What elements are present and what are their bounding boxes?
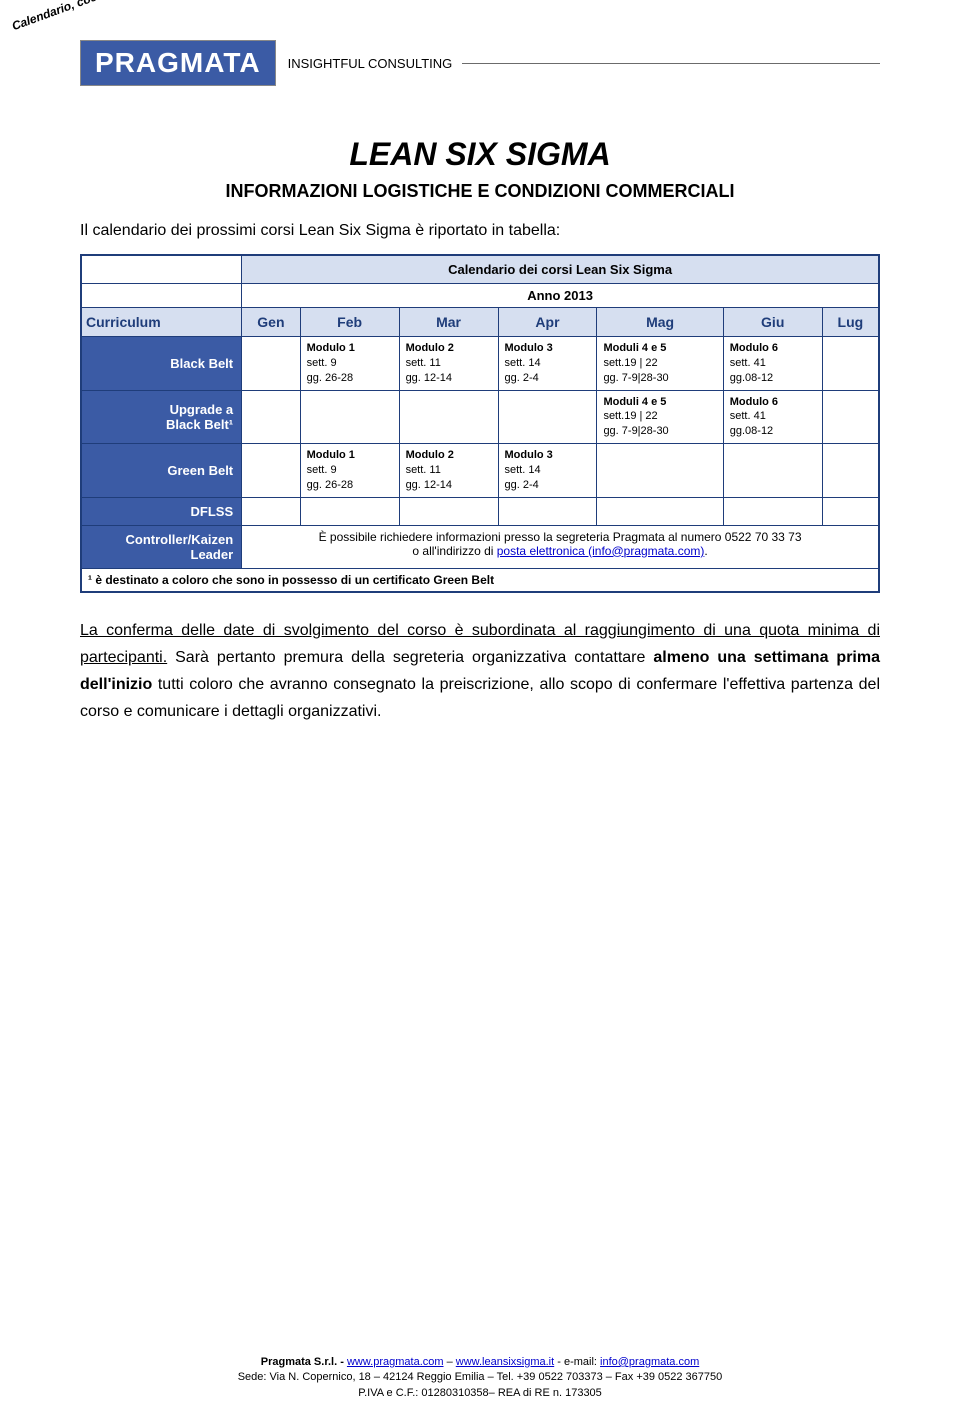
- table-cell: [822, 390, 879, 444]
- table-cell: [399, 497, 498, 525]
- table-cell: Modulo 3sett. 14gg. 2-4: [498, 444, 597, 498]
- curriculum-header: Curriculum: [81, 308, 242, 337]
- table-title-row: Calendario dei corsi Lean Six Sigma: [81, 255, 879, 284]
- table-cell: [597, 497, 723, 525]
- body-paragraph: La conferma delle date di svolgimento de…: [80, 617, 880, 726]
- footer-address: Sede: Via N. Copernico, 18 – 42124 Reggi…: [238, 1371, 723, 1383]
- row-label: DFLSS: [81, 497, 242, 525]
- table-row: Green BeltModulo 1sett. 9gg. 26-28Modulo…: [81, 444, 879, 498]
- table-cell: [300, 390, 399, 444]
- table-year-row: Anno 2013: [81, 284, 879, 308]
- corner-label: Calendario, costi: [10, 0, 106, 33]
- table-cell: Modulo 1sett. 9gg. 26-28: [300, 444, 399, 498]
- footer-text: - e-mail:: [554, 1356, 600, 1368]
- table-note-row: Controller/KaizenLeader È possibile rich…: [81, 525, 879, 568]
- table-footnote: ¹ è destinato a coloro che sono in posse…: [81, 568, 879, 592]
- table-cell: [242, 444, 300, 498]
- table-cell: [498, 390, 597, 444]
- table-cell: [242, 497, 300, 525]
- page-header: PRAGMATA INSIGHTFUL CONSULTING: [80, 40, 880, 86]
- month-header: Giu: [723, 308, 822, 337]
- month-header: Gen: [242, 308, 300, 337]
- footer-email-link[interactable]: info@pragmata.com: [600, 1356, 699, 1368]
- intro-text: Il calendario dei prossimi corsi Lean Si…: [80, 222, 880, 240]
- note-email-link[interactable]: posta elettronica (info@pragmata.com): [497, 544, 705, 558]
- tagline: INSIGHTFUL CONSULTING: [288, 56, 453, 71]
- month-header: Feb: [300, 308, 399, 337]
- page-footer: Pragmata S.r.l. - www.pragmata.com – www…: [0, 1355, 960, 1401]
- table-cell: [822, 337, 879, 391]
- row-label: Green Belt: [81, 444, 242, 498]
- table-cell: Modulo 2sett. 11gg. 12-14: [399, 337, 498, 391]
- row-label: Upgrade aBlack Belt¹: [81, 390, 242, 444]
- table-row: DFLSS: [81, 497, 879, 525]
- body-text: tutti coloro che avranno consegnato la p…: [80, 676, 880, 720]
- table-cell: [242, 337, 300, 391]
- table-cell: [822, 497, 879, 525]
- table-footnote-row: ¹ è destinato a coloro che sono in posse…: [81, 568, 879, 592]
- footer-vat: P.IVA e C.F.: 01280310358– REA di RE n. …: [358, 1387, 602, 1399]
- table-cell: Modulo 1sett. 9gg. 26-28: [300, 337, 399, 391]
- table-cell: Modulo 3sett. 14gg. 2-4: [498, 337, 597, 391]
- note-text-1: È possibile richiedere informazioni pres…: [319, 530, 802, 544]
- footer-company: Pragmata S.r.l. -: [261, 1356, 347, 1368]
- table-header-row: Curriculum Gen Feb Mar Apr Mag Giu Lug: [81, 308, 879, 337]
- note-cell: È possibile richiedere informazioni pres…: [242, 525, 879, 568]
- table-year-blank: [81, 284, 242, 308]
- footer-link[interactable]: www.leansixsigma.it: [456, 1356, 554, 1368]
- month-header: Apr: [498, 308, 597, 337]
- note-text-2: o all'indirizzo di: [412, 544, 496, 558]
- month-header: Mag: [597, 308, 723, 337]
- table-row: Black BeltModulo 1sett. 9gg. 26-28Modulo…: [81, 337, 879, 391]
- table-title: Calendario dei corsi Lean Six Sigma: [242, 255, 879, 284]
- month-header: Lug: [822, 308, 879, 337]
- table-cell: [723, 497, 822, 525]
- body-text: Sarà pertanto premura della segreteria o…: [167, 649, 653, 666]
- table-cell: Modulo 6sett. 41gg.08-12: [723, 390, 822, 444]
- month-header: Mar: [399, 308, 498, 337]
- logo: PRAGMATA: [80, 40, 276, 86]
- table-cell: [822, 444, 879, 498]
- page-title: LEAN SIX SIGMA: [80, 136, 880, 173]
- page-subtitle: INFORMAZIONI LOGISTICHE E CONDIZIONI COM…: [80, 181, 880, 202]
- calendar-table: Calendario dei corsi Lean Six Sigma Anno…: [80, 254, 880, 593]
- footer-sep: –: [444, 1356, 456, 1368]
- table-cell: [242, 390, 300, 444]
- table-cell: Modulo 6sett. 41gg.08-12: [723, 337, 822, 391]
- table-cell: Moduli 4 e 5sett.19 | 22gg. 7-9|28-30: [597, 337, 723, 391]
- table-year: Anno 2013: [242, 284, 879, 308]
- footer-link[interactable]: www.pragmata.com: [347, 1356, 444, 1368]
- table-cell: [498, 497, 597, 525]
- table-title-blank: [81, 255, 242, 284]
- table-cell: [300, 497, 399, 525]
- table-row: Upgrade aBlack Belt¹ Moduli 4 e 5sett.19 …: [81, 390, 879, 444]
- table-cell: [399, 390, 498, 444]
- note-row-label: Controller/KaizenLeader: [81, 525, 242, 568]
- header-rule: [462, 63, 880, 64]
- table-cell: Moduli 4 e 5sett.19 | 22gg. 7-9|28-30: [597, 390, 723, 444]
- table-cell: Modulo 2sett. 11gg. 12-14: [399, 444, 498, 498]
- row-label: Black Belt: [81, 337, 242, 391]
- table-cell: [723, 444, 822, 498]
- table-cell: [597, 444, 723, 498]
- note-text-3: .: [704, 544, 707, 558]
